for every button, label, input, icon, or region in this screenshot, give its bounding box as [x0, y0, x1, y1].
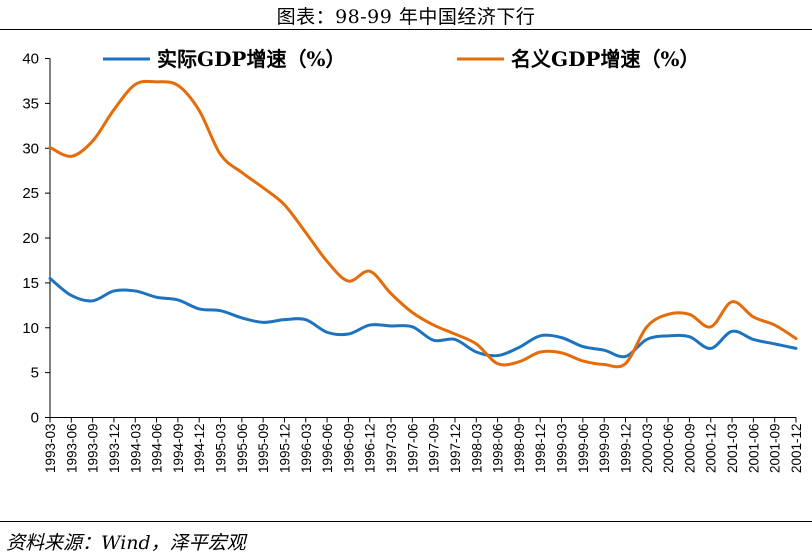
- y-tick-label: 15: [22, 275, 39, 292]
- x-tick-label: 1998-09: [512, 424, 527, 474]
- x-tick-label: 2001-03: [725, 424, 740, 474]
- y-tick-label: 0: [31, 410, 39, 427]
- legend-label: 名义GDP增速（%）: [511, 47, 699, 71]
- x-tick-label: 1994-06: [150, 424, 165, 474]
- x-tick-label: 1997-12: [448, 424, 463, 474]
- x-tick-label: 2000-09: [682, 424, 697, 474]
- y-tick-label: 25: [22, 185, 39, 202]
- x-tick-label: 1995-12: [277, 424, 292, 474]
- y-tick-label: 30: [22, 140, 39, 157]
- x-tick-label: 1998-06: [491, 424, 506, 474]
- real-gdp-growth-line: [48, 276, 798, 359]
- x-tick-label: 1996-09: [341, 424, 356, 474]
- legend-nominal-gdp: 名义GDP增速（%）: [457, 47, 699, 71]
- x-tick-label: 1997-03: [384, 424, 399, 474]
- x-tick-label: 1993-03: [43, 424, 58, 474]
- y-tick-label: 40: [22, 51, 39, 68]
- x-tick-label: 1994-03: [128, 424, 143, 474]
- legend-real-gdp: 实际GDP增速（%）: [103, 47, 345, 71]
- x-tick-label: 1993-12: [107, 424, 122, 474]
- x-tick-label: 1999-06: [576, 424, 591, 474]
- legend-label: 实际GDP增速（%）: [157, 47, 345, 71]
- x-tick-label: 1993-06: [64, 424, 79, 474]
- x-tick-label: 1994-12: [192, 424, 207, 474]
- x-tick-label: 1997-09: [427, 424, 442, 474]
- x-tick-label: 1996-12: [363, 424, 378, 474]
- x-tick-label: 1997-06: [405, 424, 420, 474]
- x-tick-label: 2000-03: [640, 424, 655, 474]
- x-tick-label: 1995-06: [235, 424, 250, 474]
- y-tick-label: 20: [22, 230, 39, 247]
- x-tick-label: 2001-09: [768, 424, 783, 474]
- x-tick-label: 1994-09: [171, 424, 186, 474]
- y-tick-label: 35: [22, 95, 39, 112]
- x-tick-label: 1998-12: [533, 424, 548, 474]
- nominal-gdp-growth-line: [48, 79, 798, 369]
- x-tick-label: 1999-09: [597, 424, 612, 474]
- x-tick-label: 1993-09: [86, 424, 101, 474]
- chart-title: 图表：98-99 年中国经济下行: [276, 6, 536, 28]
- x-tick-label: 1996-03: [299, 424, 314, 474]
- x-tick-label: 2001-06: [746, 424, 761, 474]
- footer-divider: [0, 521, 812, 522]
- title-divider: [0, 29, 812, 30]
- y-tick-label: 5: [31, 365, 39, 382]
- x-tick-label: 2000-06: [661, 424, 676, 474]
- x-tick-label: 1999-12: [618, 424, 633, 474]
- x-tick-label: 2001-12: [789, 424, 804, 474]
- x-tick-label: 1999-03: [555, 424, 570, 474]
- x-tick-label: 2000-12: [704, 424, 719, 474]
- x-tick-label: 1995-03: [214, 424, 229, 474]
- chart: 0 5 10 15 20 25 30 35 40 1993-03 1993-06 1993-09 199…: [22, 47, 804, 474]
- source-note: 资料来源：Wind，泽平宏观: [6, 532, 246, 554]
- x-tick-label: 1995-09: [256, 424, 271, 474]
- x-tick-label: 1996-06: [320, 424, 335, 474]
- y-tick-label: 10: [22, 320, 39, 337]
- x-tick-label: 1998-03: [469, 424, 484, 474]
